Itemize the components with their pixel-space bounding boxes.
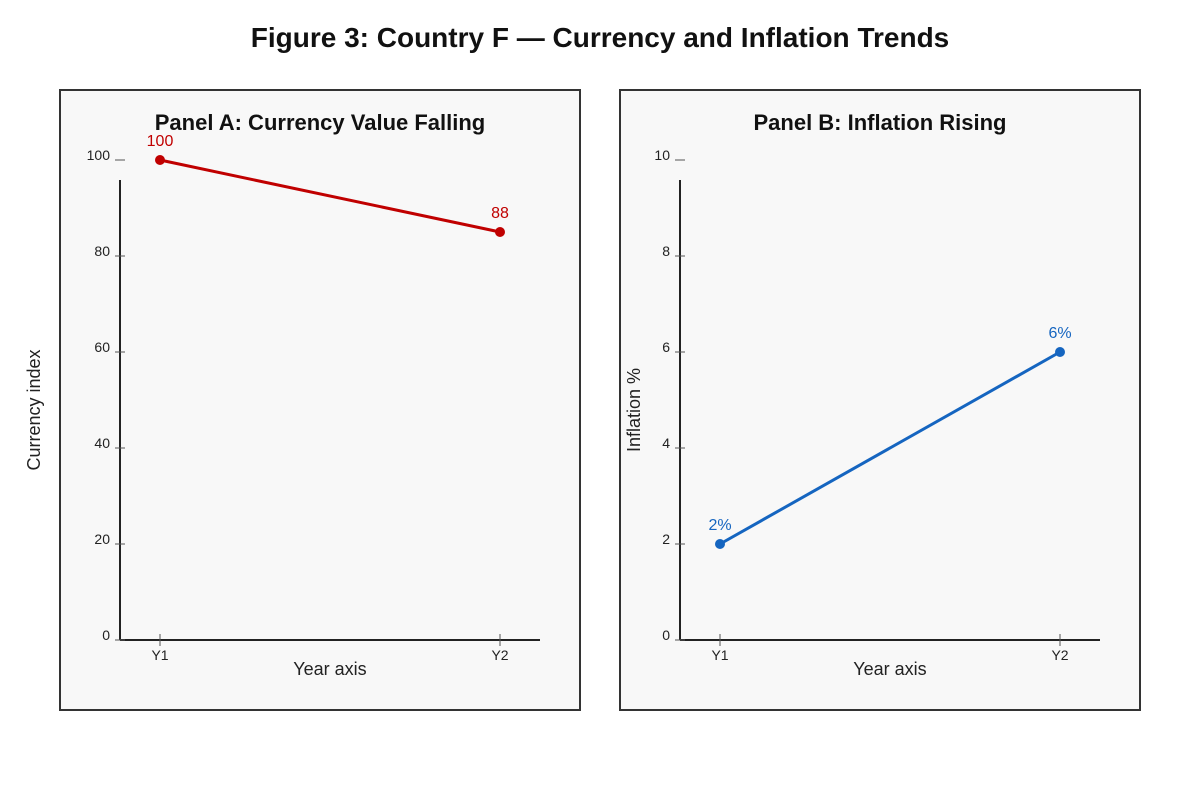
data-point bbox=[495, 227, 505, 237]
series-line bbox=[159, 158, 501, 234]
series-line bbox=[719, 350, 1061, 546]
y-axis-title: Currency index bbox=[24, 349, 44, 470]
y-tick-label: 8 bbox=[662, 243, 670, 259]
y-tick-label: 100 bbox=[87, 147, 111, 163]
panel-frame bbox=[619, 89, 1141, 711]
x-tick-label: Y2 bbox=[491, 647, 508, 663]
y-axis-title: Inflation % bbox=[624, 368, 644, 452]
y-tick-label: 2 bbox=[662, 531, 670, 547]
y-tick-label: 0 bbox=[102, 627, 110, 643]
y-tick-label: 0 bbox=[662, 627, 670, 643]
data-label: 88 bbox=[491, 205, 509, 222]
panel-title: Panel B: Inflation Rising bbox=[753, 110, 1006, 135]
y-tick-label: 20 bbox=[94, 531, 110, 547]
y-tick-label: 80 bbox=[94, 243, 110, 259]
data-point bbox=[715, 539, 725, 549]
y-tick-label: 4 bbox=[662, 435, 670, 451]
x-tick-label: Y2 bbox=[1051, 647, 1068, 663]
data-point bbox=[1055, 347, 1065, 357]
figure-title: Figure 3: Country F — Currency and Infla… bbox=[250, 22, 950, 53]
data-point bbox=[155, 155, 165, 165]
panel-b: Panel B: Inflation Rising 0 2 4 6 8 10 Y1 Y2 Year… bbox=[619, 89, 1141, 711]
panel-a: Panel A: Currency Value Falling 0 20 40 60 80… bbox=[24, 89, 581, 711]
x-axis-title: Year axis bbox=[293, 659, 366, 679]
y-tick-label: 60 bbox=[94, 339, 110, 355]
y-tick-label: 40 bbox=[94, 435, 110, 451]
data-label: 100 bbox=[147, 133, 174, 150]
x-tick-label: Y1 bbox=[711, 647, 728, 663]
x-tick-label: Y1 bbox=[151, 647, 168, 663]
x-axis-title: Year axis bbox=[853, 659, 926, 679]
panel-title: Panel A: Currency Value Falling bbox=[155, 110, 486, 135]
data-label: 6% bbox=[1048, 325, 1071, 342]
data-label: 2% bbox=[708, 517, 731, 534]
y-tick-label: 10 bbox=[654, 147, 670, 163]
panel-frame bbox=[59, 89, 581, 711]
y-tick-label: 6 bbox=[662, 339, 670, 355]
